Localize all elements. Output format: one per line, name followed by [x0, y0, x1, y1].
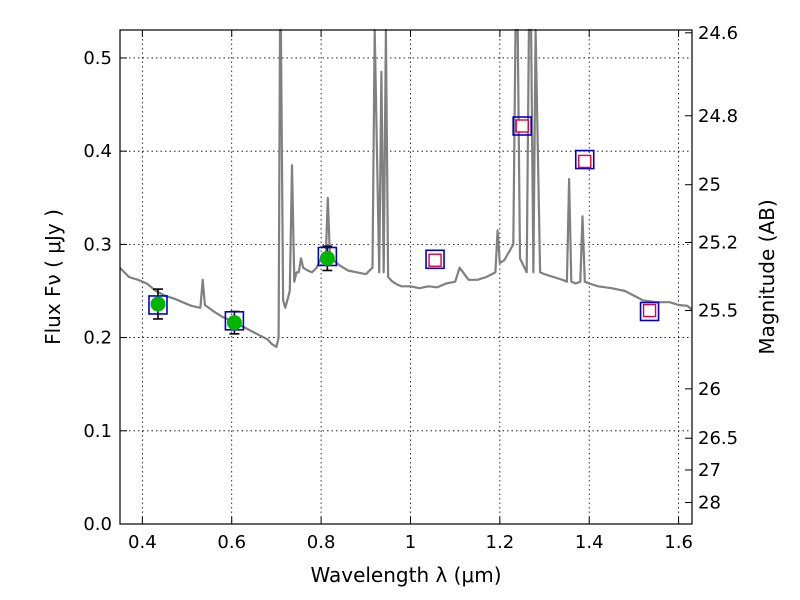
predicted-photometry-square: [642, 303, 657, 318]
x-tick-label: 1.4: [575, 532, 604, 553]
x-tick-label: 0.8: [307, 532, 336, 553]
model-photometry-square: [425, 249, 445, 270]
right-axis-tick-label: 25.2: [698, 233, 738, 254]
x-tick-label: 1: [405, 532, 416, 553]
predicted-photometry-square: [515, 119, 529, 133]
plot-background: [120, 30, 692, 524]
model-photometry-square: [148, 295, 168, 315]
y-tick-label: 0.5: [83, 48, 112, 69]
y-tick-label: 0.0: [83, 514, 112, 535]
right-axis-tick-label: 24.8: [698, 106, 738, 127]
y-tick-label: 0.1: [83, 421, 112, 442]
y-axis-label: Flux Fν ( μJy ): [41, 209, 65, 345]
plot-frame: [119, 29, 693, 525]
predicted-photometry-square: [428, 253, 442, 267]
observed-photometry-point: [319, 250, 335, 266]
right-axis-tick-label: 24.6: [698, 23, 738, 44]
right-axis-ticks: 24.6 24.8 25 25.2 25.5 26 26.5 27 28: [685, 23, 738, 514]
right-axis-tick-label: 25.5: [698, 301, 738, 322]
x-tick-label: 0.6: [217, 532, 246, 553]
x-tick-label: 0.4: [128, 532, 157, 553]
model-photometry-square: [639, 301, 660, 322]
model-photometry-square: [574, 149, 595, 170]
x-tick-label: 1.6: [664, 532, 693, 553]
y-tick-label: 0.2: [83, 328, 112, 349]
right-axis-tick-label: 26: [698, 379, 721, 400]
grid: [120, 30, 692, 524]
right-axis-tick-label: 26.5: [698, 428, 738, 449]
right-axis-tick-label: 27: [698, 460, 721, 481]
predicted-photometry-square: [578, 154, 592, 169]
x-tick-label: 1.2: [486, 532, 515, 553]
right-axis-label: Magnitude (AB): [755, 199, 779, 354]
observed-photometry-point: [150, 296, 166, 312]
x-axis-label: Wavelength λ (μm): [310, 563, 501, 587]
observed-photometry-point: [226, 315, 242, 331]
y-tick-label: 0.3: [83, 234, 112, 255]
right-axis-tick-label: 28: [698, 493, 721, 514]
model-photometry-square: [512, 116, 532, 136]
photometry-markers: [148, 116, 660, 335]
y-axis-ticks: 0.0 0.1 0.2 0.3 0.4 0.5: [83, 48, 127, 535]
right-axis-tick-label: 25: [698, 175, 721, 196]
y-tick-label: 0.4: [83, 141, 112, 162]
x-axis-ticks: 0.4 0.6 0.8 1 1.2 1.4 1.6: [128, 30, 693, 553]
